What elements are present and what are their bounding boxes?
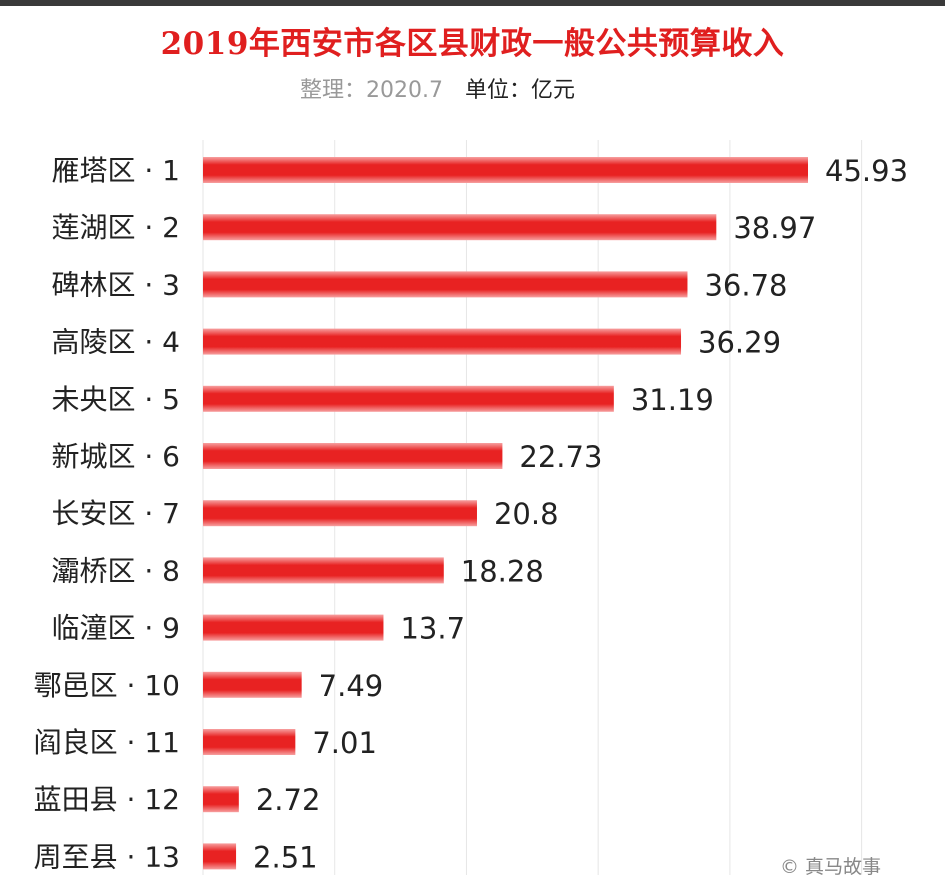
value-label: 18.28	[461, 554, 544, 588]
bar	[203, 443, 503, 469]
category-label: 碑林区 · 3	[51, 268, 180, 301]
value-label: 13.7	[400, 612, 465, 646]
watermark-text: © 真马故事	[780, 856, 882, 878]
unit-label: 单位：亿元	[464, 78, 575, 103]
chart-title: 2019年西安市各区县财政一般公共预算收入	[160, 26, 785, 62]
bar	[203, 157, 808, 183]
value-label: 22.73	[519, 440, 602, 474]
category-label: 未央区 · 5	[51, 383, 180, 416]
category-label: 鄠邑区 · 10	[34, 669, 180, 702]
bar	[203, 614, 384, 641]
bar	[203, 271, 688, 298]
category-label: 新城区 · 6	[51, 440, 180, 473]
bar	[203, 843, 237, 870]
category-label: 长安区 · 7	[51, 497, 180, 530]
chart-subtitle: 整理：2020.7 单位：亿元	[300, 72, 575, 104]
value-label: 45.93	[825, 154, 908, 188]
value-label: 20.8	[494, 497, 559, 531]
bar	[203, 214, 717, 241]
value-label: 7.49	[319, 669, 384, 703]
value-label: 38.97	[733, 211, 816, 245]
date-note: 整理：2020.7	[300, 78, 443, 103]
bar	[203, 385, 614, 412]
category-label: 临潼区 · 9	[51, 612, 180, 645]
value-label: 36.29	[698, 326, 781, 360]
value-label: 36.78	[704, 268, 787, 302]
value-label: 7.01	[312, 726, 377, 760]
category-label: 阎良区 · 11	[34, 726, 180, 759]
category-label: 周至县 · 13	[34, 840, 180, 873]
value-label: 2.72	[256, 783, 321, 817]
bar	[203, 328, 682, 355]
category-label: 高陵区 · 4	[51, 326, 180, 359]
value-label: 2.51	[253, 840, 318, 874]
bar	[203, 557, 444, 584]
category-label: 莲湖区 · 2	[51, 211, 180, 244]
bar	[203, 671, 302, 698]
bar	[203, 786, 239, 813]
category-label: 灞桥区 · 8	[51, 554, 180, 587]
category-label: 雁塔区 · 1	[51, 154, 180, 187]
bar	[203, 500, 477, 527]
category-label: 蓝田县 · 12	[34, 783, 180, 816]
bar	[203, 729, 296, 755]
top-border	[0, 0, 945, 6]
value-label: 31.19	[631, 383, 714, 417]
